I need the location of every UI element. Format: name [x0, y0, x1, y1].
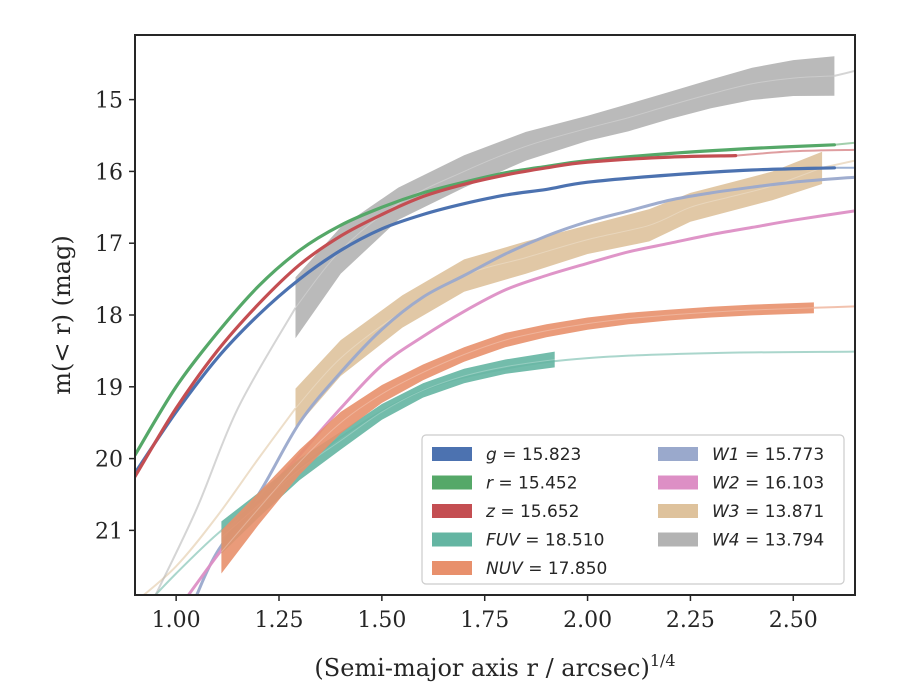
- x-tick-label: 1.00: [152, 608, 201, 633]
- fit-line-z: [735, 148, 855, 157]
- series-line-w3: [295, 167, 823, 409]
- x-tick-label: 2.00: [563, 608, 612, 633]
- legend-swatch-g: [432, 447, 472, 461]
- legend-label-w1: W1 = 15.773: [712, 445, 824, 465]
- legend-swatch-w2: [658, 475, 698, 490]
- x-tick-label: 1.75: [460, 608, 509, 633]
- series-line-w1: [195, 175, 855, 595]
- y-tick-label: 19: [95, 376, 123, 401]
- y-tick-label: 15: [95, 89, 123, 114]
- y-axis: 15 16 17 18 19 20 21: [95, 89, 135, 544]
- legend-label-w3: W3 = 13.871: [712, 502, 824, 522]
- legend-swatch-r: [432, 475, 472, 490]
- series-line-z: [135, 154, 738, 479]
- legend-swatch-fuv: [432, 532, 472, 547]
- legend-label-r: r = 15.452: [486, 474, 578, 494]
- series-band-w3: [295, 151, 823, 429]
- legend-swatch-nuv: [432, 561, 472, 575]
- legend-swatch-w3: [658, 504, 698, 518]
- y-axis-label: m(< r) (mag): [48, 235, 76, 394]
- x-tick-label: 2.50: [769, 608, 818, 633]
- legend-label-z: z = 15.652: [485, 502, 579, 522]
- legend: g = 15.823 r = 15.452 z = 15.652 FUV = 18.5…: [421, 434, 845, 585]
- legend-swatch-z: [432, 504, 472, 518]
- y-tick-label: 20: [95, 448, 123, 473]
- x-tick-label: 2.25: [666, 608, 715, 633]
- x-tick-label: 1.25: [255, 608, 304, 633]
- legend-swatch-w4: [658, 532, 698, 547]
- fit-line-w4: [834, 69, 855, 77]
- legend-label-nuv: NUV = 17.850: [486, 559, 607, 579]
- series-line-r: [135, 143, 836, 457]
- plot-area: [135, 56, 855, 595]
- fit-line-w4: [154, 307, 297, 595]
- fit-line-r: [834, 141, 855, 146]
- x-axis-label: (Semi-major axis r / arcsec)1/4: [314, 651, 675, 682]
- legend-label-w4: W4 = 13.794: [712, 531, 824, 551]
- x-axis-label-superscript: 1/4: [650, 651, 676, 670]
- x-axis: 1.00 1.25 1.50 1.75 2.00 2.25 2.50: [152, 595, 818, 633]
- legend-swatch-w1: [658, 447, 698, 461]
- legend-label-g: g = 15.823: [486, 445, 581, 465]
- y-tick-label: 16: [95, 160, 123, 185]
- series-band-w4: [295, 56, 835, 339]
- x-tick-label: 1.50: [357, 608, 406, 633]
- x-axis-label-main: (Semi-major axis r / arcsec): [314, 654, 649, 682]
- series-line-g: [135, 166, 836, 475]
- series-line-nuv: [221, 307, 814, 553]
- fit-line-nuv: [813, 305, 855, 309]
- y-tick-label: 21: [95, 519, 123, 544]
- y-tick-label: 18: [95, 304, 123, 329]
- legend-label-fuv: FUV = 18.510: [486, 531, 604, 551]
- legend-label-w2: W2 = 16.103: [712, 474, 824, 494]
- y-tick-label: 17: [95, 232, 123, 257]
- legend-box: [421, 434, 845, 585]
